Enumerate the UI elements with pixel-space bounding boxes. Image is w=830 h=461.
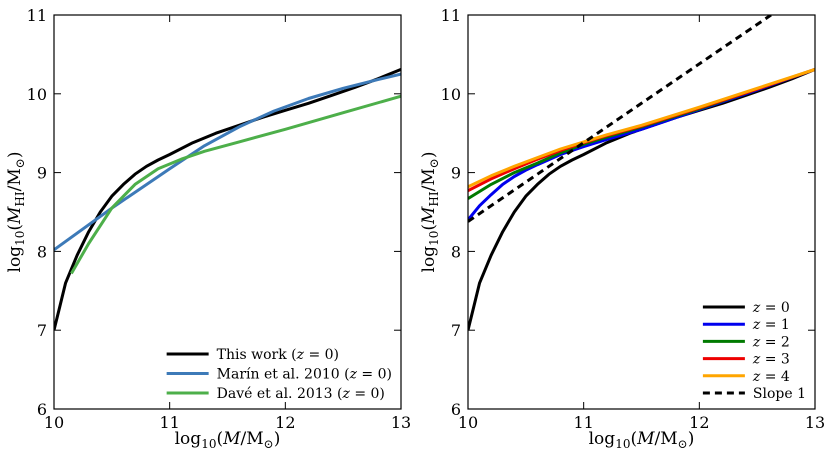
x-axis-label: log10(M/M⊙) — [175, 429, 281, 451]
series-line-dav-et-al-2013-z-0- — [70, 94, 401, 275]
x-tick-label: 11 — [573, 413, 593, 432]
y-tick-label: 6 — [451, 400, 461, 419]
series-group — [468, 15, 815, 331]
x-tick-label: 12 — [689, 413, 709, 432]
x-tick-label: 10 — [458, 413, 478, 432]
x-tick-label: 11 — [159, 413, 179, 432]
plot-frame — [53, 14, 402, 410]
y-tick-label: 8 — [451, 242, 461, 261]
legend-label: Slope 1 — [753, 386, 806, 402]
x-tick-label: 13 — [391, 413, 411, 432]
legend-label: z = 4 — [752, 369, 790, 385]
series-group — [54, 68, 401, 331]
legend-label: z = 0 — [752, 300, 790, 316]
legend: This work (z = 0) Marín et al. 2010 (z = … — [166, 347, 392, 402]
legend-label: z = 3 — [752, 352, 790, 368]
series-line-z-0 — [468, 68, 815, 331]
left-panel: 10 11 12 1367891011log10(M/M⊙)log10(MHI/M⊙)… — [5, 6, 411, 451]
series-line-mar-n-et-al-2010-z-0- — [54, 72, 401, 252]
legend-label: This work (z = 0) — [217, 347, 339, 363]
y-tick-label: 7 — [451, 321, 461, 340]
y-tick-label: 8 — [37, 242, 47, 261]
legend-label: Marín et al. 2010 (z = 0) — [217, 367, 392, 383]
y-tick-label: 6 — [37, 400, 47, 419]
legend-label: z = 1 — [752, 317, 790, 333]
series-line-z-4 — [468, 67, 815, 189]
series-line-this-work-z-0- — [54, 68, 401, 331]
legend-label: z = 2 — [752, 334, 790, 350]
series-line-slope-1 — [468, 15, 772, 223]
x-tick-label: 13 — [805, 413, 825, 432]
y-tick-label: 11 — [27, 6, 47, 25]
series-line-z-1 — [468, 67, 815, 221]
x-axis-label: log10(M/M⊙) — [589, 429, 695, 451]
y-tick-label: 7 — [37, 321, 47, 340]
y-tick-label: 10 — [441, 85, 461, 104]
x-tick-label: 10 — [44, 413, 64, 432]
right-panel: 10 11 12 1367891011log10(M/M⊙)log10(MHI/M⊙)… — [419, 6, 825, 451]
y-tick-label: 10 — [27, 85, 47, 104]
plot-frame — [467, 14, 816, 410]
legend-label: Davé et al. 2013 (z = 0) — [217, 386, 385, 402]
y-tick-label: 11 — [441, 6, 461, 25]
x-tick-label: 12 — [275, 413, 295, 432]
y-tick-label: 9 — [37, 164, 47, 183]
y-tick-label: 9 — [451, 164, 461, 183]
y-axis-label: log10(MHI/M⊙) — [419, 152, 441, 273]
y-axis-label: log10(MHI/M⊙) — [5, 152, 27, 273]
